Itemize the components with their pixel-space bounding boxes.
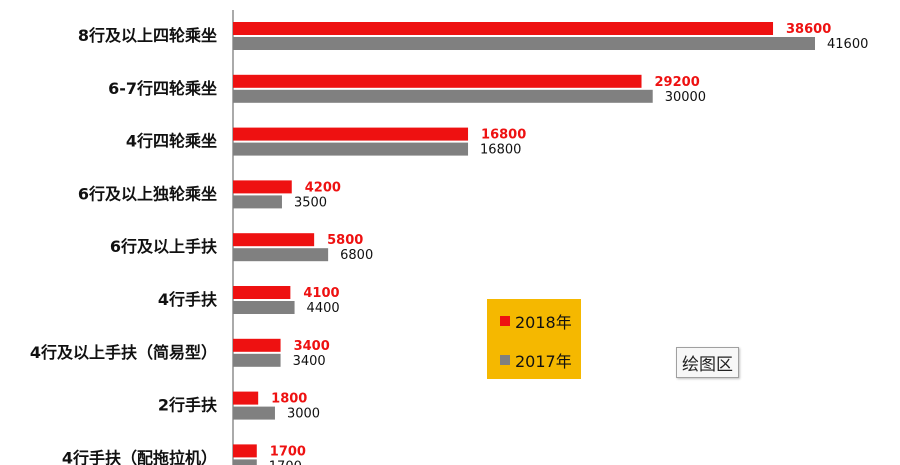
data-label-2018: 4200 [305,180,341,195]
plot-area-tooltip: 绘图区 [676,347,739,378]
legend[interactable]: 2018年 2017年 [487,299,581,379]
data-label-2017: 16800 [480,143,521,158]
legend-label-2018: 2018年 [515,313,572,332]
bar-2017 [233,142,469,156]
category-label: 6行及以上手扶 [110,237,218,256]
data-label-2017: 30000 [665,90,706,105]
category-label: 4行及以上手扶（简易型） [30,343,217,362]
data-label-2018: 1800 [271,392,307,407]
bar-2018 [233,391,259,405]
bar-2018 [233,74,642,88]
bar-2018 [233,127,469,141]
data-label-2018: 29200 [655,75,700,90]
legend-item-2017: 2017年 [500,348,572,372]
legend-swatch-2018 [500,316,510,326]
data-label-2017: 4400 [307,301,340,316]
category-label: 4行手扶（配拖拉机） [62,448,217,465]
category-label: 8行及以上四轮乘坐 [78,26,217,45]
bar-2017 [233,406,275,420]
bar-2017 [233,37,815,50]
data-label-2018: 16800 [481,128,526,143]
bar-2017 [233,89,653,103]
legend-label-2017: 2017年 [515,352,572,371]
data-label-2017: 6800 [340,248,373,263]
category-label: 6-7行四轮乘坐 [108,79,217,98]
bar-2017 [233,248,329,262]
legend-item-2018: 2018年 [500,309,572,333]
data-label-2017: 41600 [827,37,868,52]
category-label: 6行及以上独轮乘坐 [78,184,217,203]
bar-2017 [233,301,295,314]
data-label-2018: 5800 [327,233,363,248]
bar-2018 [233,233,315,247]
data-label-2018: 38600 [786,22,831,37]
bar-2018 [233,444,257,458]
category-label: 4行四轮乘坐 [126,132,217,151]
category-label: 2行手扶 [158,396,218,415]
category-label: 4行手扶 [158,290,218,309]
data-label-2017: 3500 [294,195,327,210]
bar-2018 [233,180,292,194]
legend-swatch-2017 [500,355,510,365]
bar-2017 [233,353,281,367]
data-label-2018: 1700 [270,444,306,459]
data-label-2017: 3400 [293,354,326,369]
data-label-2017: 1700 [269,459,302,465]
bar-2018 [233,338,281,352]
data-label-2017: 3000 [287,407,320,422]
bar-2018 [233,286,291,299]
data-label-2018: 4100 [303,286,339,301]
bar-2017 [233,195,282,209]
bar-2018 [233,22,774,35]
data-label-2018: 3400 [294,339,330,354]
bar-2017 [233,459,257,465]
